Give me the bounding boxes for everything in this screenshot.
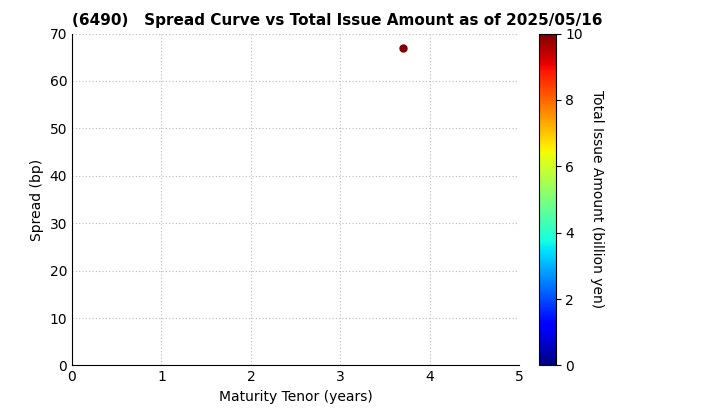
Point — [397, 45, 409, 51]
X-axis label: Maturity Tenor (years): Maturity Tenor (years) — [219, 390, 373, 404]
Y-axis label: Total Issue Amount (billion yen): Total Issue Amount (billion yen) — [590, 90, 604, 309]
Text: (6490)   Spread Curve vs Total Issue Amount as of 2025/05/16: (6490) Spread Curve vs Total Issue Amoun… — [72, 13, 603, 28]
Y-axis label: Spread (bp): Spread (bp) — [30, 158, 44, 241]
